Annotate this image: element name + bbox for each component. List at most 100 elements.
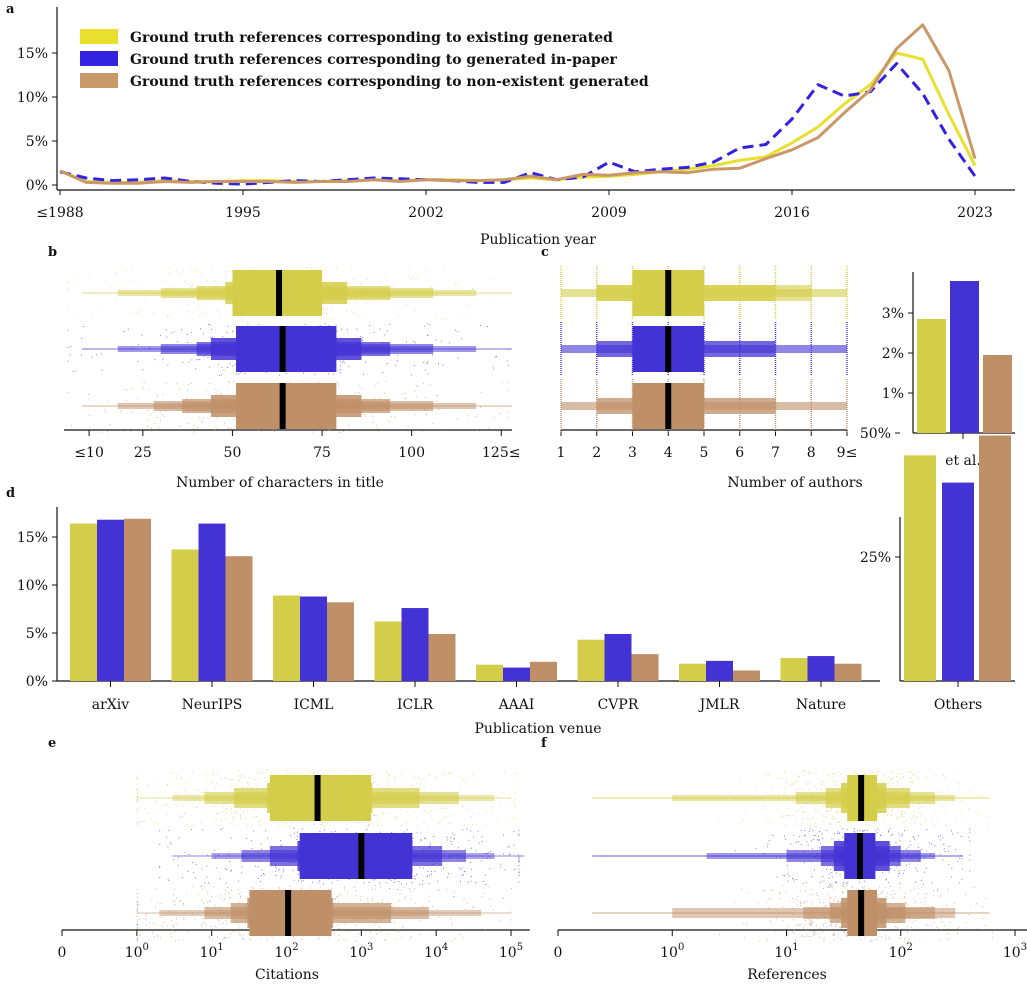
panel-f-point-inpaper <box>892 833 893 835</box>
panel-f-point-existing <box>918 811 920 813</box>
panel-e-point-existing <box>180 814 182 816</box>
panel-b-point-nonexistent <box>120 410 122 412</box>
panel-b-point-existing <box>132 312 134 314</box>
panel-e-point-inpaper <box>394 881 395 883</box>
panel-e-point-nonexistent <box>428 895 430 897</box>
panel-b-point-inpaper <box>232 331 233 332</box>
panel-e-point-existing <box>154 821 155 823</box>
panel-e-point-inpaper <box>485 884 487 885</box>
panel-f-point-existing <box>874 821 876 823</box>
panel-e-point-existing <box>268 777 270 779</box>
panel-f-point-existing <box>896 818 897 820</box>
panel-f-point-existing <box>794 780 796 782</box>
panel-e-point-existing <box>386 782 388 784</box>
panel-e-point-inpaper <box>430 842 431 844</box>
panel-b-point-nonexistent <box>216 417 218 419</box>
panel-e-point-existing <box>258 771 260 772</box>
panel-e-point-nonexistent <box>238 925 240 927</box>
panel-f-point-inpaper <box>843 870 844 872</box>
panel-f-point-nonexistent <box>811 923 812 925</box>
panel-e-point-nonexistent <box>224 898 226 900</box>
panel-b-point-existing <box>115 272 117 274</box>
panel-e-point-nonexistent <box>379 887 381 889</box>
panel-e-point-inpaper <box>168 879 170 881</box>
panel-f-point-nonexistent <box>814 933 816 935</box>
panel-f-point-inpaper <box>910 844 912 846</box>
panel-e-point-existing <box>313 823 315 825</box>
panel-b-point-inpaper <box>486 326 488 327</box>
panel-b-point-nonexistent <box>214 429 215 431</box>
panel-f-point-nonexistent <box>859 936 860 938</box>
panel-b-point-existing <box>142 281 143 283</box>
panel-f-point-nonexistent <box>808 919 810 921</box>
panel-f-point-inpaper <box>951 830 952 832</box>
panel-f-point-nonexistent <box>797 896 799 897</box>
panel-e-point-existing <box>394 818 396 820</box>
panel-e-point-existing <box>164 803 166 805</box>
panel-f-point-existing <box>827 814 829 816</box>
panel-label-b: b <box>48 245 57 260</box>
panel-e-point-inpaper <box>297 873 299 875</box>
panel-b-point-existing <box>323 277 325 279</box>
panel-a-legend-label-existing: Ground truth references corresponding to… <box>130 30 613 46</box>
panel-b-point-nonexistent <box>302 381 304 383</box>
panel-b-point-existing <box>67 307 69 308</box>
panel-f-point-nonexistent <box>819 902 821 904</box>
panel-f-point-existing <box>821 784 823 785</box>
panel-f-point-existing <box>798 777 800 779</box>
panel-e-point-existing <box>375 782 377 783</box>
panel-f-point-existing <box>745 809 747 811</box>
panel-e-point-existing <box>196 789 198 791</box>
panel-f-point-nonexistent <box>899 888 901 890</box>
panel-f-point-nonexistent <box>958 926 960 928</box>
panel-f-point-inpaper <box>913 836 915 838</box>
panel-e-point-inpaper <box>282 869 284 870</box>
panel-e-point-existing <box>513 802 514 803</box>
panel-e-point-nonexistent <box>337 925 339 927</box>
panel-f-point-existing <box>815 788 817 790</box>
panel-b-point-nonexistent <box>432 423 434 424</box>
panel-f-point-nonexistent <box>941 929 942 931</box>
panel-e-point-existing <box>367 825 369 827</box>
panel-label-c: c <box>541 245 549 260</box>
panel-e-point-inpaper <box>218 854 219 856</box>
panel-b-point-nonexistent <box>187 389 189 391</box>
panel-b-box-inpaper <box>236 326 337 372</box>
panel-f-point-inpaper <box>838 832 840 834</box>
panel-d-inset-bar-nonexistent <box>979 435 1011 681</box>
panel-f-point-nonexistent <box>870 941 872 942</box>
panel-f-point-nonexistent <box>886 892 888 894</box>
panel-e-point-existing <box>173 772 175 774</box>
panel-f-point-nonexistent <box>831 886 833 888</box>
panel-e-point-nonexistent <box>215 927 217 929</box>
panel-b-point-nonexistent <box>130 430 132 432</box>
panel-b-point-nonexistent <box>438 409 439 410</box>
panel-e-point-nonexistent <box>172 924 174 926</box>
panel-f-point-existing <box>925 819 927 821</box>
panel-b-point-nonexistent <box>165 410 167 412</box>
panel-e-point-inpaper <box>225 882 227 884</box>
panel-e-point-nonexistent <box>327 936 329 938</box>
panel-f-point-nonexistent <box>863 887 865 889</box>
panel-b-point-inpaper <box>389 323 391 325</box>
panel-f-point-inpaper <box>790 843 792 845</box>
panel-f-x-axis-label: References <box>747 967 827 983</box>
panel-e-point-nonexistent <box>466 902 468 904</box>
panel-e-point-nonexistent <box>454 892 456 893</box>
panel-d-inset-bar-inpaper <box>942 482 974 681</box>
panel-f-point-existing <box>831 808 833 810</box>
panel-f-point-inpaper <box>948 864 950 865</box>
panel-f-point-existing <box>943 776 945 778</box>
panel-e-x-axis-label: Citations <box>255 967 319 983</box>
panel-b-point-inpaper <box>67 360 69 362</box>
panel-f-point-inpaper <box>969 854 971 856</box>
panel-e-point-nonexistent <box>248 933 250 935</box>
panel-e-point-existing <box>183 812 185 814</box>
panel-f-point-nonexistent <box>844 886 846 888</box>
panel-b-point-nonexistent <box>224 422 225 424</box>
panel-e-point-nonexistent <box>359 896 361 897</box>
panel-b-point-nonexistent <box>385 380 387 382</box>
panel-f-point-existing <box>826 810 828 812</box>
panel-f-point-nonexistent <box>917 892 919 894</box>
panel-e-point-existing <box>185 782 187 784</box>
